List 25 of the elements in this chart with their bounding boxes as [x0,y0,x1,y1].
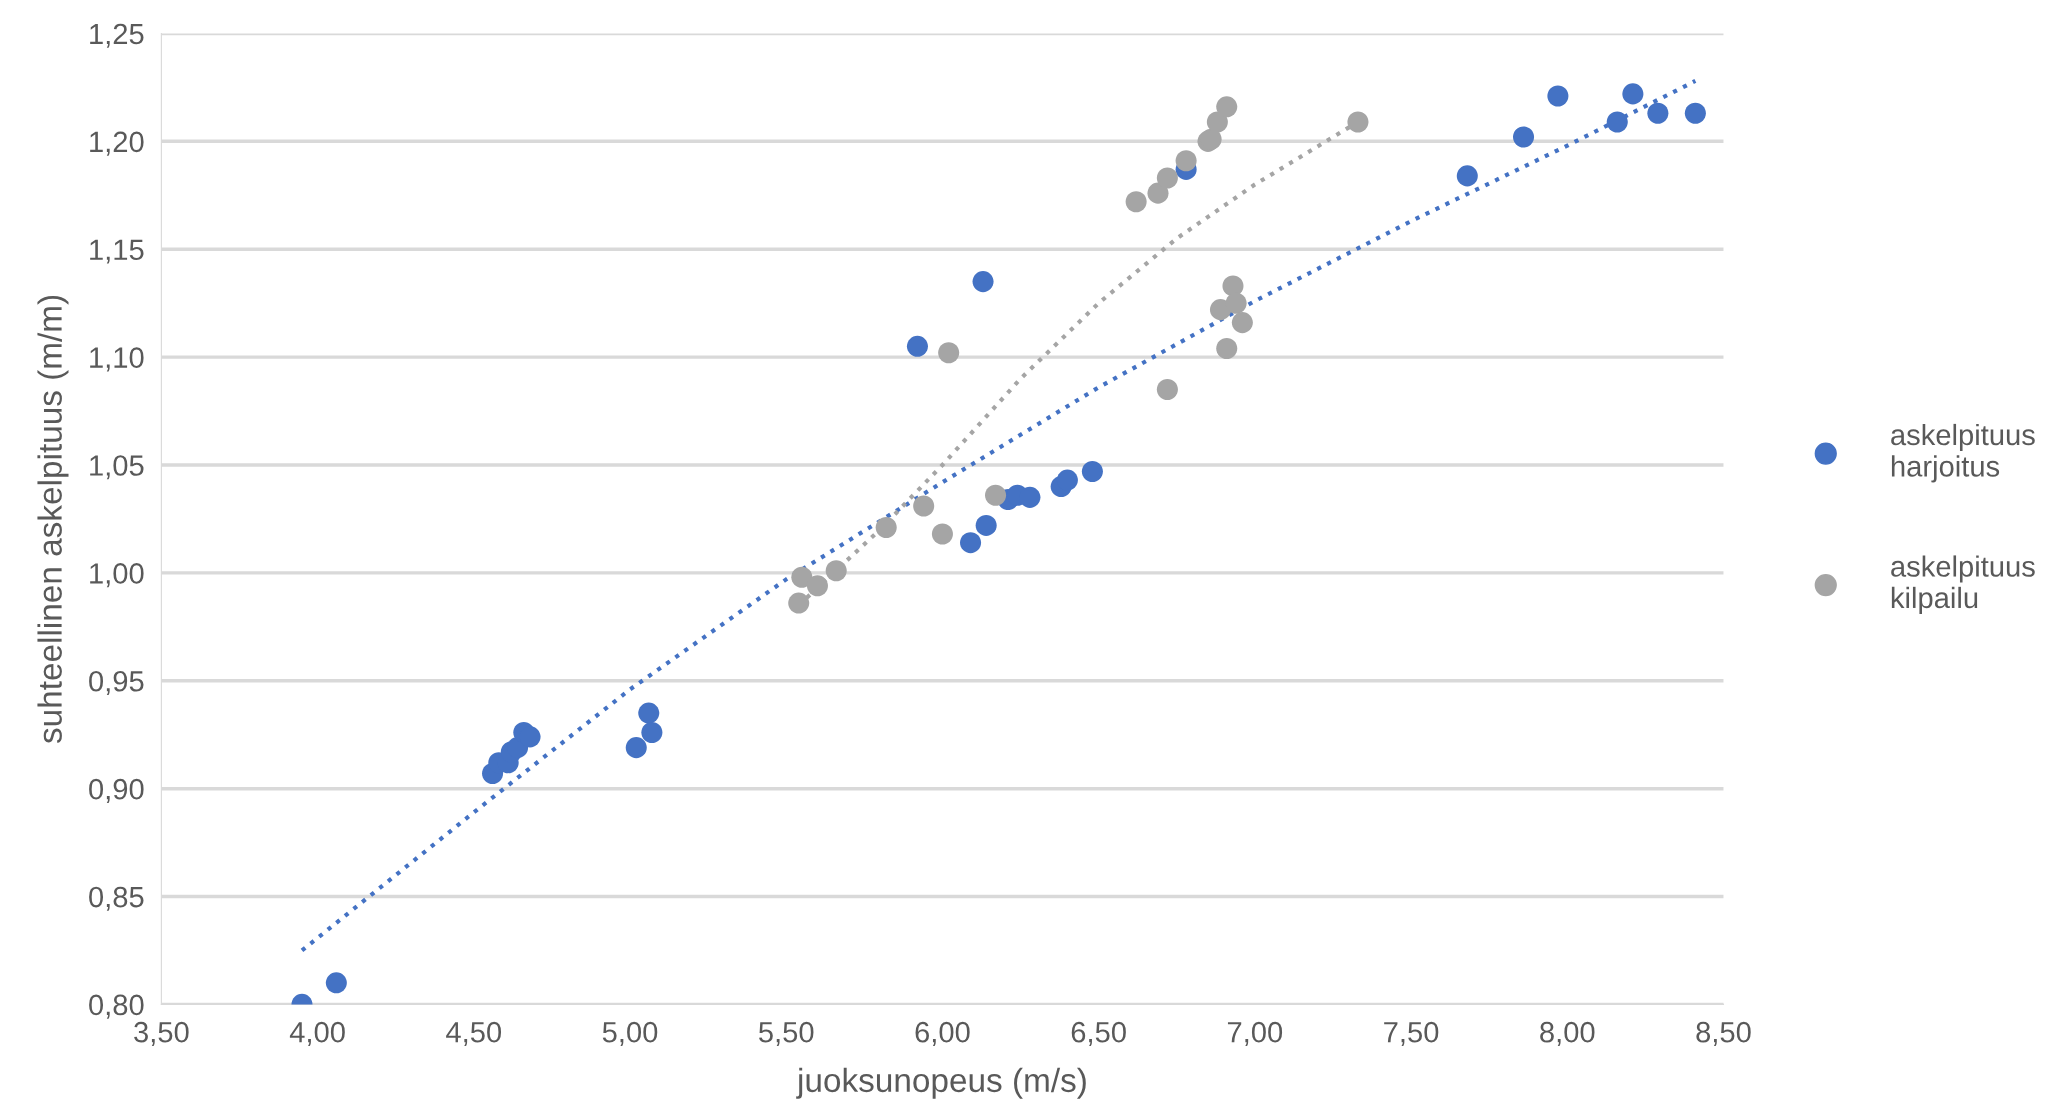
x-tick-label: 8,00 [1540,1021,1595,1046]
x-tick-label: 7,50 [1384,1021,1439,1046]
x-tick-label: 6,50 [1071,1021,1126,1046]
y-tick-label: 0,95 [89,670,144,696]
y-tick-label: 0,90 [89,778,144,803]
x-tick-label: 8,50 [1696,1021,1751,1046]
x-axis-title: juoksunopeus (m/s) [796,1067,1086,1099]
x-tick-label: 5,00 [602,1021,658,1046]
legend-label: askelpituus kilpailu [1891,555,2035,614]
y-tick-label: 1,15 [90,239,144,264]
y-tick-label: 1,00 [90,563,144,588]
x-tick-label: 4,00 [289,1021,345,1046]
x-tick-label: 3,50 [134,1021,189,1046]
legend-label: askelpituus harjoitus [1891,423,2035,483]
y-tick-label: 1,05 [90,455,144,480]
y-tick-label: 1,25 [90,23,144,48]
x-tick-label: 6,00 [915,1021,970,1046]
y-tick-label: 0,80 [89,994,144,1019]
y-axis-title: suhteellinen askelpituus (m/m) [37,295,69,744]
x-tick-label: 7,00 [1227,1021,1283,1046]
x-tick-label: 4,50 [446,1021,502,1046]
x-tick-label: 5,50 [759,1021,814,1046]
y-tick-label: 1,20 [90,131,144,156]
y-tick-label: 1,10 [90,347,144,372]
y-tick-label: 0,85 [89,886,144,911]
